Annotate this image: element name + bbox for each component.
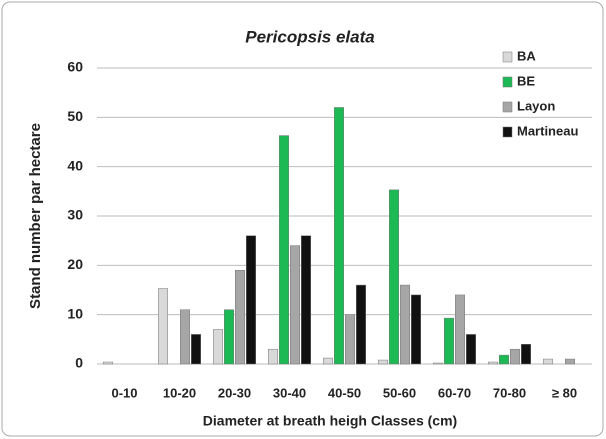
- legend-swatch: [502, 101, 513, 113]
- bar: [510, 348, 520, 365]
- legend-swatch: [502, 51, 513, 63]
- bar: [180, 309, 190, 365]
- bar: [466, 334, 476, 365]
- legend-label: BA: [517, 48, 536, 63]
- bar: [224, 309, 234, 365]
- bar: [444, 317, 454, 365]
- bar: [565, 358, 575, 365]
- legend-swatch: [502, 126, 513, 138]
- bar: [268, 348, 278, 365]
- bar: [455, 294, 465, 365]
- bar: [246, 235, 256, 365]
- x-tick-label: 10-20: [163, 385, 196, 400]
- y-tick-label: 30: [67, 207, 83, 223]
- x-tick-label: ≥ 80: [552, 385, 577, 400]
- x-tick-label: 60-70: [438, 385, 471, 400]
- y-axis-label: Stand number par hectare: [27, 123, 44, 309]
- chart-title: Pericopsis elata: [245, 27, 374, 46]
- bar: [279, 135, 289, 365]
- legend-label: BE: [517, 73, 535, 88]
- y-tick-label: 20: [67, 256, 83, 272]
- y-tick-label: 10: [67, 305, 83, 321]
- x-tick-label: 20-30: [218, 385, 251, 400]
- y-tick-label: 60: [67, 59, 83, 75]
- x-tick-label: 0-10: [111, 385, 137, 400]
- x-tick-label: 30-40: [273, 385, 306, 400]
- bar: [411, 294, 421, 365]
- bar: [323, 357, 333, 365]
- bar: [290, 245, 300, 365]
- legend-label: Layon: [517, 98, 555, 113]
- x-tick-label: 70-80: [493, 385, 526, 400]
- y-tick-label: 0: [75, 355, 83, 371]
- legend-swatch: [502, 76, 513, 88]
- bar: [389, 189, 399, 365]
- bar: [334, 107, 344, 365]
- bar: [543, 358, 553, 365]
- bar: [301, 235, 311, 365]
- x-axis-label: Diameter at breath heigh Classes (cm): [203, 413, 457, 429]
- bar: [345, 314, 355, 365]
- bar: [499, 354, 509, 365]
- bar: [235, 270, 245, 365]
- x-tick-label: 40-50: [328, 385, 361, 400]
- y-tick-label: 40: [67, 157, 83, 173]
- bar: [521, 344, 531, 365]
- x-tick-label: 50-60: [383, 385, 416, 400]
- y-tick-label: 50: [67, 108, 83, 124]
- bar: [378, 359, 388, 365]
- bar: [433, 362, 443, 365]
- legend-label: Martineau: [517, 123, 578, 138]
- bar: [103, 361, 113, 365]
- bar: [400, 284, 410, 365]
- bar: [213, 329, 223, 365]
- bar: [488, 361, 498, 365]
- bar: [158, 288, 168, 365]
- bar: [356, 284, 366, 365]
- bar: [191, 334, 201, 365]
